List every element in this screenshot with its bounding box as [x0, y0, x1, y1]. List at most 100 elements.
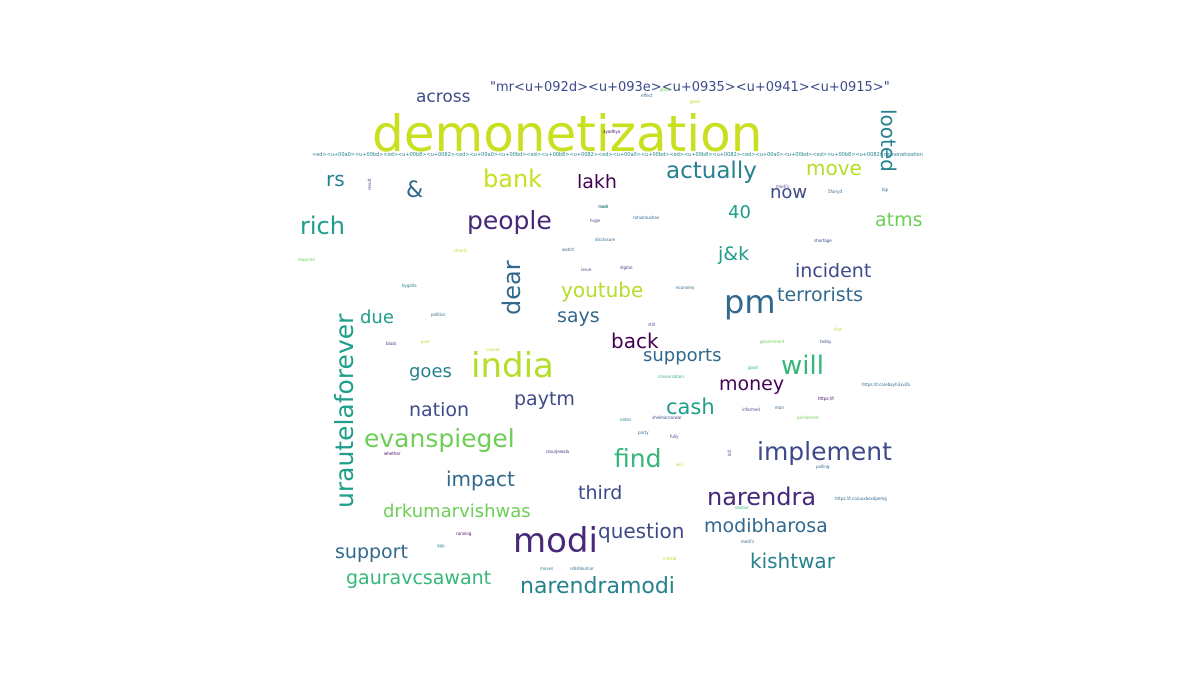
word-due: due: [360, 307, 394, 328]
word-incident: incident: [795, 260, 872, 282]
word-modi: modi: [513, 521, 598, 561]
word-drkumarvishwas: drkumarvishwas: [383, 501, 531, 522]
word-required: required: [298, 257, 315, 262]
word-today: today: [820, 339, 832, 344]
word-shekharnarwar: shekharnarwar: [652, 415, 682, 420]
word-economy: economy: [676, 285, 695, 290]
word-man: man: [775, 405, 784, 410]
word-moves: moves: [540, 566, 554, 571]
word-conversation: conversation: [658, 374, 684, 379]
word-running: running: [456, 531, 472, 536]
word-back: back: [611, 329, 659, 353]
word-first: first: [834, 327, 842, 332]
word-sooner: sooner: [735, 505, 749, 510]
word-notes: notes: [620, 417, 632, 422]
word-poor: poor: [421, 339, 431, 344]
word-good-2: good: [690, 99, 700, 104]
word-effect: effect: [641, 93, 653, 98]
word-win: win: [676, 462, 683, 467]
word-dear: dear: [498, 260, 526, 315]
word-huge: huge: [590, 218, 601, 223]
word-critical: critical: [663, 556, 677, 561]
word-nitishkumar: nitishkumar: [570, 566, 594, 571]
word-link-3: https://t.co/uuxboxdpemg: [835, 496, 887, 501]
word-india: india: [471, 346, 554, 386]
word-polling: polling: [816, 464, 830, 469]
word-youtube: youtube: [561, 278, 644, 302]
word-narendramodi: narendramodi: [520, 574, 675, 599]
word-issue: issue: [581, 267, 592, 272]
word-result: result: [367, 178, 372, 190]
word-digital: digital: [620, 265, 633, 270]
word-cannot: cannot: [486, 347, 500, 352]
word-link-2: https://t: [818, 396, 834, 401]
word-new: new: [600, 204, 609, 209]
word-watch: watch: [562, 247, 575, 252]
word-pm: pm: [724, 283, 776, 321]
word-atms: atms: [875, 209, 923, 231]
word-actually: actually: [666, 158, 757, 184]
word-supports: supports: [643, 345, 722, 366]
word-bill: bill: [727, 450, 732, 456]
word-third: third: [578, 482, 623, 504]
word-terrorists: terrorists: [777, 284, 863, 306]
word-people: people: [467, 206, 552, 235]
word-clearly: clearly: [454, 248, 468, 253]
word-impact: impact: [446, 467, 515, 491]
word-still: still: [648, 322, 655, 327]
word-demonetization: demonetization: [372, 105, 763, 163]
word-ayodhya: ayodhya: [603, 129, 621, 134]
word-app: app: [437, 543, 445, 548]
word-rahulroushan: rahulroushan: [633, 215, 660, 220]
word-paytm: paytm: [514, 388, 575, 410]
word-link-1: https://t.co/ebayh3xv2b: [862, 382, 910, 387]
word-nation: nation: [409, 399, 470, 421]
word-find: find: [614, 444, 662, 473]
word-question: question: [598, 519, 685, 543]
word-modis-2: modi's: [741, 539, 755, 544]
word-modis-1: modi's: [776, 184, 790, 189]
word-lakh: lakh: [577, 171, 617, 193]
word-kishtwar: kishtwar: [750, 549, 835, 573]
word-narendra: narendra: [707, 483, 817, 511]
word-whether: whether: [384, 451, 401, 456]
word-looted: looted: [876, 109, 900, 172]
word-government: government: [760, 339, 785, 344]
word-fully: fully: [670, 434, 679, 439]
word-parliament: parliament: [797, 415, 819, 420]
word-great: great: [660, 87, 671, 92]
word-evanspiegel: evanspiegel: [364, 424, 515, 453]
word-now: now: [770, 182, 808, 203]
word-modibharosa: modibharosa: [704, 515, 828, 537]
word-mr-devanagari: "mr<u+092d><u+093e><u+0935><u+0941><u+09…: [490, 80, 890, 95]
word-politics: politics: [431, 312, 446, 317]
word-bygolla: bygolla: [402, 283, 417, 288]
word-good-1: good: [748, 365, 758, 370]
word-support: support: [335, 541, 408, 563]
word-gauravcsawant: gauravcsawant: [346, 567, 492, 589]
word-ampersand: &: [406, 178, 424, 203]
word-informed: informed: [742, 407, 760, 412]
word-rich: rich: [300, 212, 345, 240]
word-jk: j&k: [718, 243, 750, 265]
word-cash: cash: [666, 395, 715, 419]
word-money: money: [719, 373, 785, 395]
word-bjp: bjp: [882, 187, 889, 192]
word-rosurjewala: rosurjewala: [546, 449, 570, 454]
word-across: across: [416, 87, 471, 107]
word-bank: bank: [483, 165, 543, 193]
word-5fariyd: 5fariyd: [828, 189, 843, 194]
word-40: 40: [728, 202, 751, 223]
word-encoded-demonetization: <ed><u+00a0><u+00bd><ed><u+00b8><u+0082>…: [312, 152, 923, 158]
word-says: says: [557, 305, 600, 327]
word-move: move: [806, 156, 862, 180]
word-implement: implement: [757, 437, 892, 466]
word-urautelaforever: urautelaforever: [330, 313, 359, 508]
word-shortage: shortage: [814, 238, 832, 243]
word-goes: goes: [409, 361, 452, 382]
word-disclosure: disclosure: [595, 237, 616, 242]
word-will: will: [781, 351, 824, 381]
word-modi-small: modi: [598, 204, 608, 209]
word-party: party: [638, 430, 649, 435]
